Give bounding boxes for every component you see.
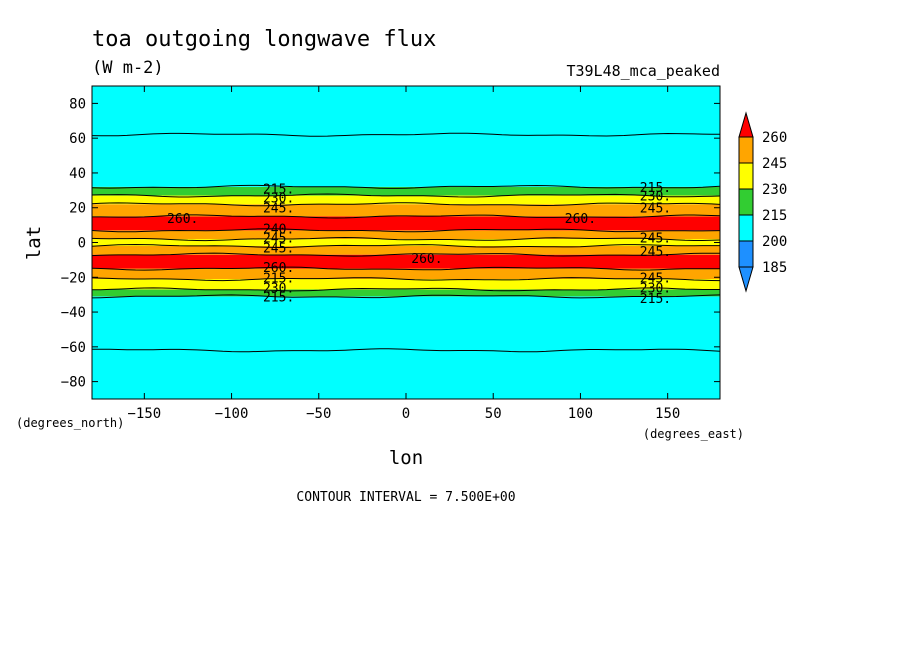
contour-interval: CONTOUR INTERVAL = 7.500E+00 xyxy=(296,490,515,505)
y-tick-label-1: 60 xyxy=(69,131,86,147)
contour-line-2 xyxy=(91,277,721,282)
y-tick-label-3: 20 xyxy=(69,201,86,217)
contour-lines xyxy=(91,132,721,353)
band-4 xyxy=(92,254,720,269)
band-6 xyxy=(92,239,720,246)
contour-label-0: 215. xyxy=(263,183,294,198)
contour-label-9: 230. xyxy=(263,282,294,297)
y-unit-label: (degrees_north) xyxy=(16,416,124,430)
colorbar: 260 245 230 215 200 185 xyxy=(738,111,787,293)
band-0 xyxy=(92,296,720,399)
contour-line-9 xyxy=(91,202,721,207)
contour-label-1: 230. xyxy=(263,191,294,206)
band-10 xyxy=(92,195,720,205)
x-tick-label-4: 50 xyxy=(485,406,502,422)
colorbar-swatch-4 xyxy=(738,240,754,268)
y-axis-label: lat xyxy=(23,226,45,260)
contour-label-3: 260. xyxy=(167,212,198,227)
colorbar-top-arrow xyxy=(738,111,754,138)
band-3 xyxy=(92,268,720,280)
contour-label-12: 260. xyxy=(565,212,596,227)
y-axis-ticks: 80 60 40 20 0 −20 −40 −60 −80 xyxy=(61,96,720,391)
contour-line-1 xyxy=(92,287,720,292)
contour-label-4: 240. xyxy=(263,223,294,238)
x-tick-label-3: 0 xyxy=(402,406,410,422)
contour-label-2: 245. xyxy=(263,202,294,217)
x-tick-label-0: −150 xyxy=(127,406,161,422)
contour-label-5: 245. xyxy=(263,231,294,246)
y-tick-label-2: 40 xyxy=(69,166,86,182)
dataset-label: T39L48_mca_peaked xyxy=(566,62,720,80)
colorbar-label-4: 200 xyxy=(762,234,787,250)
contour-label-16: 245. xyxy=(640,231,671,246)
contour-labels: 215.230.245.260.240.245.245.260.215.230.… xyxy=(167,181,671,307)
y-tick-label-0: 80 xyxy=(69,96,86,112)
y-tick-label-8: −80 xyxy=(61,375,86,391)
x-axis-ticks: −150 −100 −50 0 50 100 150 xyxy=(127,86,680,422)
chart-units: (W m-2) xyxy=(92,58,164,78)
band-7 xyxy=(92,230,720,240)
band-1 xyxy=(92,289,720,297)
contour-line-3 xyxy=(91,266,720,271)
contour-line-12 xyxy=(91,132,720,137)
x-tick-label-1: −100 xyxy=(215,406,249,422)
contour-label-8: 215. xyxy=(263,271,294,286)
band-8 xyxy=(92,216,720,231)
contour-line-7 xyxy=(91,228,721,233)
contour-line-0 xyxy=(91,294,721,299)
contour-line-10 xyxy=(91,193,721,198)
band-12 xyxy=(92,86,720,187)
y-tick-label-6: −40 xyxy=(61,305,86,321)
contour-line-11 xyxy=(91,184,721,189)
band-5 xyxy=(92,245,720,255)
contour-label-19: 230. xyxy=(640,282,671,297)
colorbar-swatch-0 xyxy=(738,136,754,164)
colorbar-label-2: 230 xyxy=(762,182,787,198)
x-axis-label: lon xyxy=(389,447,423,469)
y-tick-label-7: −60 xyxy=(61,340,86,356)
contour-label-6: 245. xyxy=(263,242,294,257)
contour-label-11: 260. xyxy=(411,252,442,267)
contour-label-17: 245. xyxy=(640,245,671,260)
contour-label-7: 260. xyxy=(263,261,294,276)
contour-line-5 xyxy=(91,243,720,248)
colorbar-swatch-2 xyxy=(738,188,754,216)
y-tick-label-4: 0 xyxy=(78,236,86,252)
colorbar-label-1: 245 xyxy=(762,156,787,172)
contour-line-4 xyxy=(91,252,721,257)
band-11 xyxy=(92,186,720,196)
colorbar-swatch-1 xyxy=(738,162,754,190)
contour-line-6 xyxy=(91,236,721,242)
contour-line-13 xyxy=(91,348,721,353)
x-tick-label-5: 100 xyxy=(568,406,593,422)
colorbar-label-3: 215 xyxy=(762,208,787,224)
x-unit-label: (degrees_east) xyxy=(643,427,744,441)
contour-label-14: 230. xyxy=(640,190,671,205)
colorbar-bottom-arrow xyxy=(738,266,754,293)
band-2 xyxy=(92,279,720,290)
y-tick-label-5: −20 xyxy=(61,270,86,286)
contour-label-20: 215. xyxy=(640,292,671,307)
x-tick-label-2: −50 xyxy=(306,406,331,422)
x-tick-label-6: 150 xyxy=(655,406,680,422)
contour-label-13: 215. xyxy=(640,181,671,196)
colorbar-label-0: 260 xyxy=(762,130,787,146)
colorbar-swatch-3 xyxy=(738,214,754,242)
contour-label-18: 245. xyxy=(640,271,671,286)
contour-label-15: 245. xyxy=(640,202,671,217)
plot-area xyxy=(92,86,720,399)
chart-title: toa outgoing longwave flux xyxy=(92,27,436,52)
band-9 xyxy=(92,204,720,217)
contour-label-10: 215. xyxy=(263,290,294,305)
contour-line-8 xyxy=(92,214,721,219)
colorbar-label-5: 185 xyxy=(762,260,787,276)
